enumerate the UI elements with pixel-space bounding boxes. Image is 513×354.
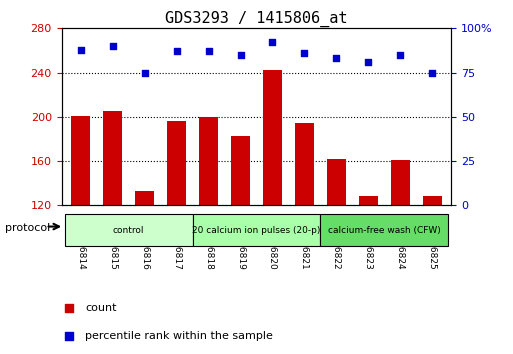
Text: GDS3293 / 1415806_at: GDS3293 / 1415806_at [165, 11, 348, 27]
Text: percentile rank within the sample: percentile rank within the sample [85, 331, 273, 341]
Point [141, 70, 149, 75]
Text: 20 calcium ion pulses (20-p): 20 calcium ion pulses (20-p) [192, 225, 321, 235]
Bar [359, 196, 378, 205]
Bar [103, 111, 122, 205]
Bar [199, 117, 218, 205]
Bar [135, 191, 154, 205]
FancyBboxPatch shape [192, 214, 321, 246]
Point [205, 48, 213, 54]
Bar [167, 121, 186, 205]
Point [109, 43, 117, 49]
FancyBboxPatch shape [321, 214, 448, 246]
Point [332, 56, 341, 61]
Bar [231, 136, 250, 205]
Bar [327, 159, 346, 205]
Point [76, 47, 85, 52]
Point [323, 155, 331, 160]
Point [396, 52, 404, 58]
Bar [423, 196, 442, 205]
Point [300, 50, 308, 56]
Bar [71, 116, 90, 205]
Bar [263, 70, 282, 205]
Point [268, 40, 277, 45]
Text: protocol: protocol [5, 223, 50, 233]
Text: control: control [113, 225, 145, 235]
Point [236, 52, 245, 58]
Text: calcium-free wash (CFW): calcium-free wash (CFW) [328, 225, 441, 235]
Point [428, 70, 437, 75]
Point [172, 48, 181, 54]
FancyBboxPatch shape [65, 214, 192, 246]
Point [364, 59, 372, 65]
Bar [295, 124, 314, 205]
Bar [391, 160, 410, 205]
Text: count: count [85, 303, 116, 313]
